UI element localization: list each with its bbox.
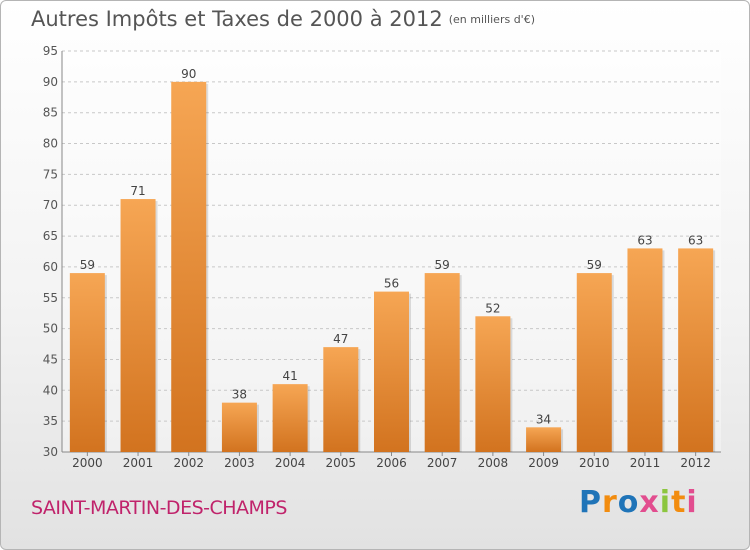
y-tick-label: 70 (43, 198, 58, 212)
data-label-2001: 71 (130, 184, 145, 198)
x-tick-label-2012: 2012 (680, 456, 711, 470)
logo-letter: t (671, 485, 687, 520)
data-label-2009: 34 (536, 412, 551, 426)
data-label-2003: 38 (232, 388, 247, 402)
x-tick-label-2011: 2011 (630, 456, 661, 470)
data-label-2011: 63 (637, 233, 652, 247)
proxiti-logo: Proxiti (579, 485, 698, 520)
y-tick-label: 80 (43, 137, 58, 151)
x-tick-label-2001: 2001 (123, 456, 154, 470)
chart-unit: (en milliers d'€) (448, 13, 535, 26)
bar-2012 (678, 248, 714, 452)
logo-letter: x (639, 485, 660, 520)
bar-2010 (576, 273, 612, 452)
y-tick-label: 75 (43, 167, 58, 181)
data-label-2004: 41 (282, 369, 297, 383)
logo-letter: i (686, 485, 698, 520)
data-label-2007: 59 (435, 258, 450, 272)
y-tick-label: 90 (43, 75, 58, 89)
x-tick-label-2008: 2008 (478, 456, 509, 470)
bar-2011 (627, 248, 663, 452)
logo-letter: P (579, 485, 602, 520)
y-tick-label: 45 (43, 352, 58, 366)
data-label-2010: 59 (587, 258, 602, 272)
bar-2009 (526, 427, 562, 452)
logo-letter: i (659, 485, 672, 520)
bar-2001 (120, 199, 156, 452)
bar-2007 (424, 273, 460, 452)
bar-2003 (221, 402, 257, 452)
logo-letter: o (617, 485, 640, 520)
y-tick-label: 50 (43, 322, 58, 336)
y-tick-label: 55 (43, 291, 58, 305)
data-label-2006: 56 (384, 277, 399, 291)
data-label-2000: 59 (80, 258, 95, 272)
x-tick-label-2004: 2004 (275, 456, 306, 470)
x-tick-label-2002: 2002 (173, 456, 204, 470)
data-label-2002: 90 (181, 67, 196, 81)
logo-letter: r (602, 485, 618, 520)
x-tick-label-2005: 2005 (326, 456, 357, 470)
data-label-2012: 63 (688, 233, 703, 247)
bar-2000 (69, 273, 105, 452)
y-tick-label: 60 (43, 260, 58, 274)
y-tick-label: 35 (43, 414, 58, 428)
x-tick-label-2009: 2009 (528, 456, 559, 470)
x-tick-label-2010: 2010 (579, 456, 610, 470)
x-tick-label-2000: 2000 (72, 456, 103, 470)
bar-2008 (475, 316, 511, 452)
y-tick-label: 85 (43, 106, 58, 120)
y-tick-label: 30 (43, 445, 58, 459)
data-label-2008: 52 (485, 301, 500, 315)
x-tick-label-2003: 2003 (224, 456, 255, 470)
commune-name: SAINT-MARTIN-DES-CHAMPS (31, 497, 287, 519)
x-tick-label-2007: 2007 (427, 456, 458, 470)
y-tick-label: 95 (43, 44, 58, 58)
y-tick-label: 40 (43, 383, 58, 397)
x-tick-label-2006: 2006 (376, 456, 407, 470)
chart-title-text: Autres Impôts et Taxes de 2000 à 2012 (31, 7, 443, 31)
bar-2006 (374, 291, 409, 452)
bar-2004 (272, 384, 308, 452)
y-tick-label: 65 (43, 229, 58, 243)
data-label-2005: 47 (333, 332, 348, 346)
bar-2005 (323, 347, 359, 452)
chart-title: Autres Impôts et Taxes de 2000 à 2012 (en… (31, 7, 535, 31)
bar-2002 (171, 81, 207, 452)
